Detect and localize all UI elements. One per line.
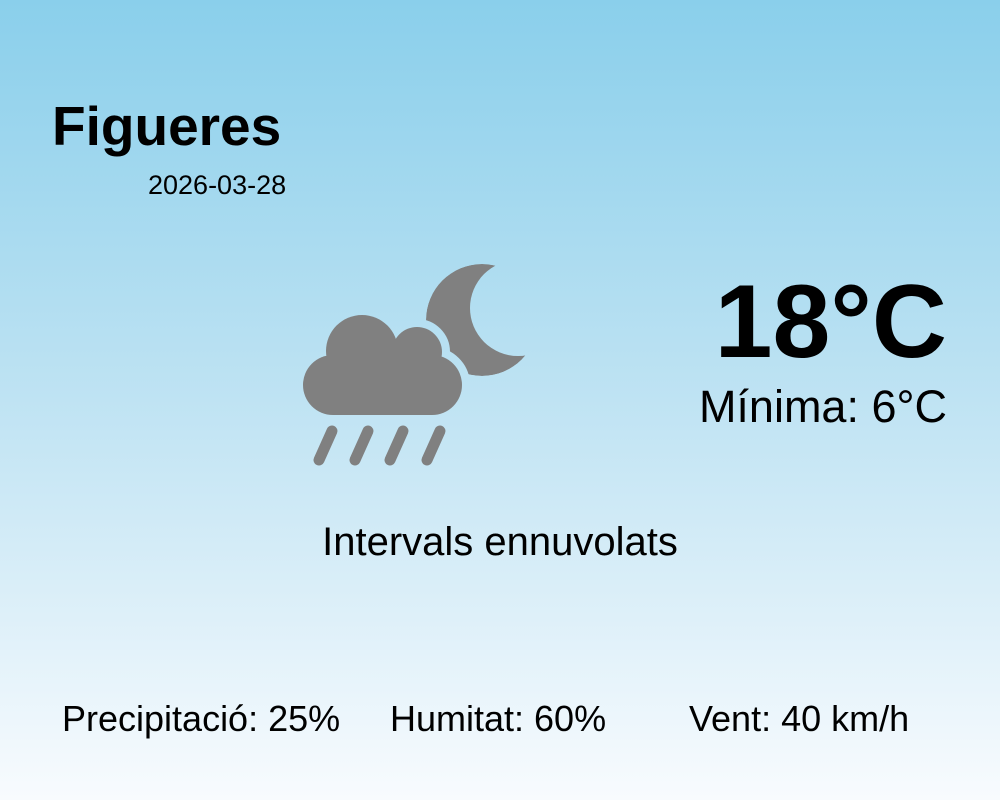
location-name: Figueres bbox=[52, 95, 282, 157]
precipitation-stat: Precipitació: 25% bbox=[62, 698, 341, 739]
date-label: 2026-03-28 bbox=[148, 170, 287, 200]
cloud-shape bbox=[303, 315, 462, 415]
minimum-temperature: Mínima: 6°C bbox=[698, 381, 947, 432]
rain-streaks bbox=[313, 425, 446, 466]
condition-text: Intervals ennuvolats bbox=[322, 520, 678, 564]
humidity-stat: Humitat: 60% bbox=[390, 698, 607, 739]
wind-stat: Vent: 40 km/h bbox=[689, 698, 910, 739]
cloud-moon-rain-icon bbox=[303, 264, 538, 466]
current-temperature: 18°C bbox=[714, 264, 947, 380]
moon-shape bbox=[426, 264, 538, 376]
